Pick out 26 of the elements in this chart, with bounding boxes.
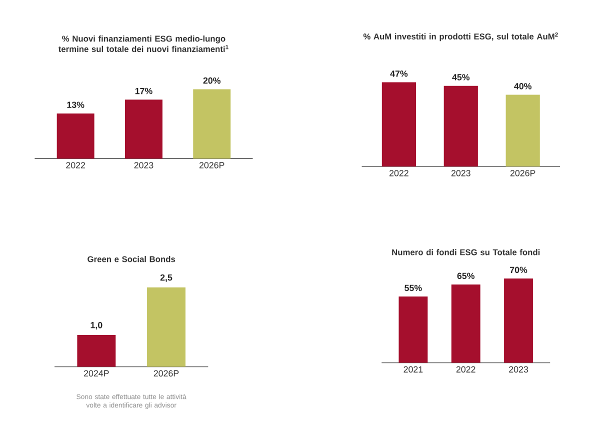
data-label: 55% — [404, 284, 422, 292]
x-tick-label: 2023 — [134, 162, 154, 168]
x-tick-label: 2026P — [510, 170, 536, 176]
data-label: 20% — [203, 77, 221, 84]
x-tick-label: 2022 — [66, 162, 86, 168]
data-label: 17% — [135, 88, 152, 94]
data-label: 40% — [514, 83, 532, 90]
x-tick-label: 2023 — [509, 366, 528, 373]
data-label: 1,0 — [90, 322, 102, 330]
chart-title: % Nuovi finanziamenti ESG medio-lungo termine sul totale dei nuovi finanziamenti$^{1}$ — [58, 35, 228, 52]
x-tick-label: 2022 — [390, 170, 408, 176]
data-label: 70% — [510, 266, 528, 274]
chart-title: Green e Social Bonds — [88, 256, 176, 262]
x-tick-label: 2023 — [451, 170, 470, 176]
x-tick-label: 2026P — [199, 162, 224, 168]
data-label: 2,5 — [160, 274, 172, 282]
chart-title: % AuM investiti in prodotti ESG, sul totale AuM$^{2}$ — [363, 32, 558, 42]
x-tick-label: 2024P — [84, 370, 109, 376]
data-label: 13% — [67, 102, 84, 108]
x-tick-label: 2022 — [456, 366, 476, 373]
data-label: 65% — [457, 272, 475, 280]
x-tick-label: 2021 — [404, 366, 423, 373]
x-tick-label: 2026P — [154, 370, 179, 376]
data-label: 45% — [452, 74, 470, 80]
chart-title: Numero di fondi ESG su Totale fondi — [392, 249, 540, 256]
data-label: 47% — [390, 70, 408, 77]
